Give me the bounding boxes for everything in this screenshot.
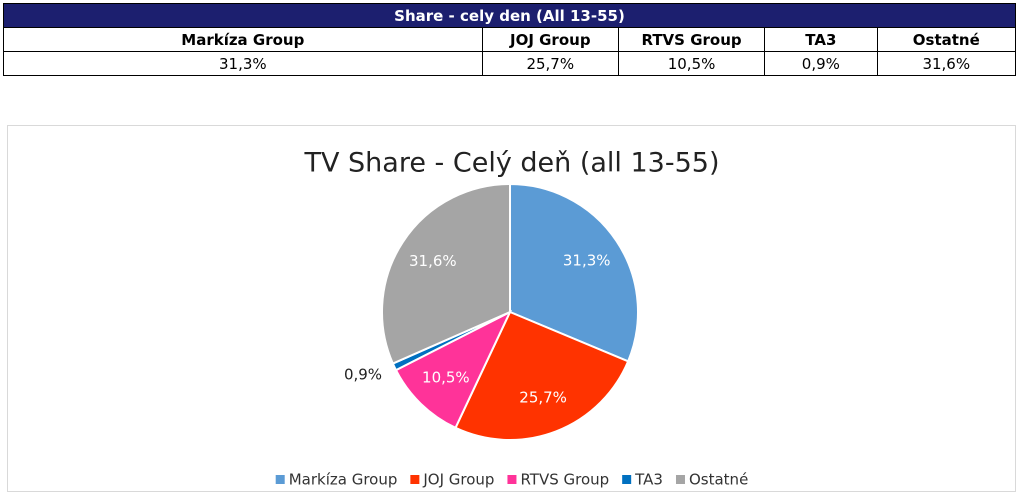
header-cell: TA3 <box>764 27 878 52</box>
pie-slice <box>381 182 511 365</box>
legend-swatch <box>275 475 285 484</box>
legend-swatch <box>675 475 685 484</box>
data-label: 25,7% <box>519 389 567 407</box>
data-cell: 10,5% <box>617 51 766 76</box>
legend-label: Ostatné <box>689 471 748 489</box>
legend-swatch <box>410 475 420 484</box>
data-label: 0,9% <box>344 366 382 384</box>
data-label: 31,6% <box>409 252 457 270</box>
legend-label: JOJ Group <box>422 471 494 489</box>
pie-slice <box>454 310 630 441</box>
pie-slice <box>509 182 639 363</box>
legend-label: RTVS Group <box>520 471 609 489</box>
legend-swatch <box>507 475 517 484</box>
data-label: 10,5% <box>422 369 470 387</box>
chart-title: TV Share - Celý deň (all 13-55) <box>304 148 720 179</box>
data-row: 31,3% 25,7% 10,5% 0,9% 31,6% <box>3 51 1017 76</box>
data-cell: 0,9% <box>764 51 878 76</box>
table-title: Share - cely den (All 13-55) <box>3 3 1016 28</box>
legend-swatch <box>622 475 632 484</box>
data-cell: 25,7% <box>481 51 619 76</box>
header-row: Markíza Group JOJ Group RTVS Group TA3 Ostat… <box>3 27 1017 52</box>
data-cell: 31,6% <box>876 51 1017 76</box>
legend-label: Markíza Group <box>289 471 398 489</box>
share-table: Share - cely den (All 13-55) Markíza Gro… <box>3 3 1017 76</box>
legend-label: TA3 <box>634 471 663 489</box>
data-label: 31,3% <box>563 251 611 269</box>
header-cell: Ostatné <box>876 27 1017 52</box>
header-cell: JOJ Group <box>481 27 619 52</box>
data-cell: 31,3% <box>3 51 483 76</box>
pie-slice <box>394 309 513 430</box>
